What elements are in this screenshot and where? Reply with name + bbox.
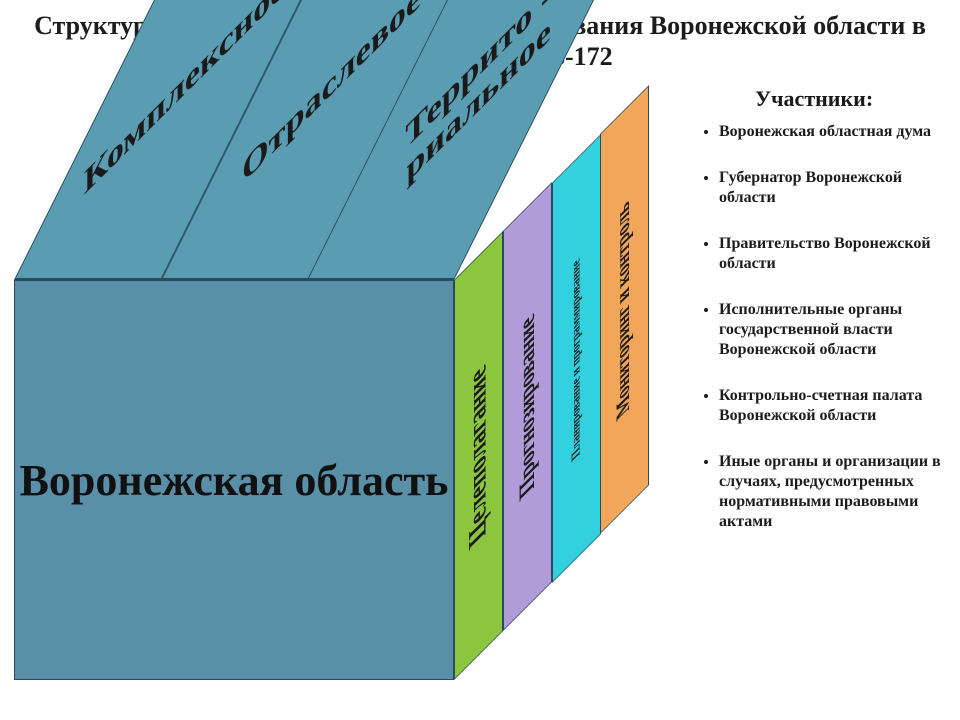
list-item: Иные органы и организации в случаях, пре… <box>719 452 942 532</box>
list-item: Правительство Воронежской области <box>719 234 942 274</box>
cube-side-segment: Мониторинг и контроль <box>600 85 649 534</box>
cube-side-segment: Целеполагание <box>454 231 503 680</box>
cube-side-segment: Прогнозирование <box>503 183 552 632</box>
list-item: Воронежская областная дума <box>719 122 942 142</box>
cube-front-label: Воронежская область <box>20 455 449 506</box>
list-item: Контрольно-счетная палата Воронежской об… <box>719 386 942 426</box>
cube-side-label: Мониторинг и контроль <box>614 193 636 425</box>
cube-side-label: Планирование и программирование <box>568 252 583 465</box>
participants-heading: Участники: <box>755 86 873 112</box>
cube-side-segment: Планирование и программирование <box>552 134 601 583</box>
list-item: Губернатор Воронежской области <box>719 168 942 208</box>
participants-list: Воронежская областная дума Губернатор Во… <box>697 122 942 558</box>
cube-side-label: Целеполагание <box>464 355 492 556</box>
cube-side-label: Прогнозирование <box>514 306 540 508</box>
list-item: Исполнительные органы государственной вл… <box>719 300 942 360</box>
cube-front-face: Воронежская область <box>14 280 454 680</box>
